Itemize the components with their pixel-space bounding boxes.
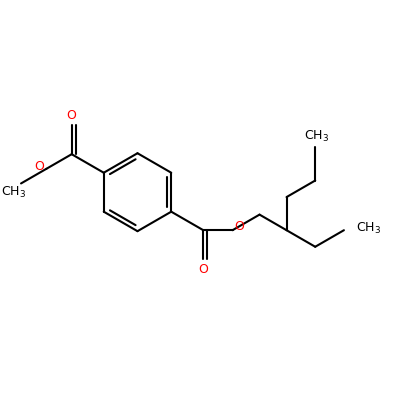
- Text: O: O: [67, 109, 77, 122]
- Text: CH$_3$: CH$_3$: [304, 129, 329, 144]
- Text: O: O: [235, 220, 244, 233]
- Text: CH$_3$: CH$_3$: [2, 184, 26, 200]
- Text: O: O: [198, 263, 208, 276]
- Text: CH$_3$: CH$_3$: [356, 221, 381, 236]
- Text: O: O: [34, 160, 44, 173]
